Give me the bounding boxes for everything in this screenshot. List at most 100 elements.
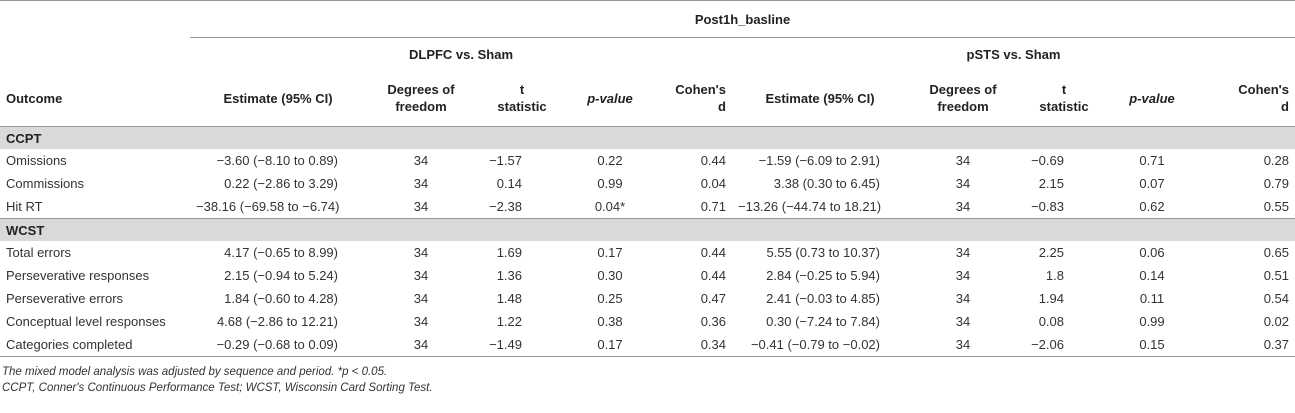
outcome-label: Conceptual level responses — [6, 314, 166, 329]
psts-df-header: Degrees of freedom — [929, 82, 997, 114]
psts-estimate: −13.26 (−44.74 to 18.21) — [738, 199, 882, 214]
psts-t: 2.15 — [1038, 176, 1064, 191]
dlpfc-df-header: Degrees of freedom — [387, 82, 455, 114]
dlpfc-estimate: 1.84 (−0.60 to 4.28) — [224, 291, 338, 306]
footnote-adjustment: The mixed model analysis was adjusted by… — [2, 366, 388, 378]
comparison-psts: pSTS vs. Sham — [732, 37, 1295, 70]
psts-p: 0.07 — [1139, 176, 1165, 191]
psts-t: −0.69 — [1031, 153, 1064, 168]
psts-p: 0.11 — [1139, 291, 1165, 306]
psts-df: 34 — [955, 199, 971, 214]
section-header-row: CCPT — [0, 126, 1295, 149]
psts-estimate: 3.38 (0.30 to 6.45) — [773, 176, 880, 191]
table-row: Perseverative errors 1.84 (−0.60 to 4.28)… — [0, 287, 1295, 310]
section-header-row: WCST — [0, 218, 1295, 241]
dlpfc-p: 0.38 — [597, 314, 623, 329]
psts-t: 1.8 — [1045, 268, 1064, 283]
psts-cohens-d: 0.51 — [1263, 268, 1289, 283]
table-row: Perseverative responses 2.15 (−0.94 to 5.… — [0, 264, 1295, 287]
psts-cohens-d: 0.79 — [1263, 176, 1289, 191]
psts-cohens-d: 0.37 — [1194, 333, 1295, 357]
psts-t: 2.25 — [1038, 245, 1064, 260]
psts-df: 34 — [955, 314, 971, 329]
psts-p-header: p-value — [1129, 90, 1175, 106]
psts-t: 0.08 — [1038, 314, 1064, 329]
table-row: Categories completed −0.29 (−0.68 to 0.09… — [0, 333, 1295, 357]
psts-estimate: 0.30 (−7.24 to 7.84) — [766, 314, 880, 329]
psts-t: 1.94 — [1038, 291, 1064, 306]
psts-df: 34 — [955, 291, 971, 306]
dlpfc-df: 34 — [413, 176, 429, 191]
dlpfc-p: 0.17 — [597, 245, 623, 260]
dlpfc-estimate: −0.29 (−0.68 to 0.09) — [190, 333, 366, 357]
outcome-label: Perseverative responses — [6, 268, 150, 283]
table-row: Omissions −3.60 (−8.10 to 0.89) 34 −1.57 0.2… — [0, 149, 1295, 172]
outcome-label: Perseverative errors — [6, 291, 124, 306]
psts-cohens-d: 0.54 — [1263, 291, 1289, 306]
results-table-container: Post1h_basline DLPFC vs. Sham pSTS vs. S… — [0, 0, 1295, 394]
psts-cohens-d: 0.02 — [1263, 314, 1289, 329]
psts-t: −0.83 — [1031, 199, 1064, 214]
psts-p: 0.06 — [1139, 245, 1165, 260]
dlpfc-estimate: 0.22 (−2.86 to 3.29) — [224, 176, 338, 191]
table-body: CCPT Omissions −3.60 (−8.10 to 0.89) 34 −1.5… — [0, 126, 1295, 357]
psts-p: 0.15 — [1110, 333, 1194, 357]
psts-cohens-d: 0.65 — [1263, 245, 1289, 260]
dlpfc-df: 34 — [413, 199, 429, 214]
dlpfc-p: 0.30 — [597, 268, 623, 283]
dlpfc-t: −1.57 — [489, 153, 522, 168]
psts-p: 0.62 — [1139, 199, 1165, 214]
table-row: Conceptual level responses 4.68 (−2.86 to… — [0, 310, 1295, 333]
outcome-label: Categories completed — [0, 333, 190, 357]
dlpfc-df: 34 — [413, 291, 429, 306]
psts-cohens-d: 0.28 — [1263, 153, 1289, 168]
outcome-label: Total errors — [6, 245, 72, 260]
dlpfc-estimate: 4.17 (−0.65 to 8.99) — [224, 245, 338, 260]
psts-estimate-header: Estimate (95% CI) — [765, 90, 875, 106]
outcome-header: Outcome — [6, 90, 63, 106]
dlpfc-p: 0.17 — [568, 333, 652, 357]
dlpfc-t: 1.36 — [496, 268, 522, 283]
outcome-label: Commissions — [6, 176, 85, 191]
dlpfc-estimate-header: Estimate (95% CI) — [223, 90, 333, 106]
psts-estimate: 2.41 (−0.03 to 4.85) — [766, 291, 880, 306]
dlpfc-cohens-d: 0.71 — [700, 199, 726, 214]
dlpfc-cohens-d: 0.04 — [700, 176, 726, 191]
psts-cohens-d: 0.55 — [1263, 199, 1289, 214]
dlpfc-estimate: 2.15 (−0.94 to 5.24) — [224, 268, 338, 283]
dlpfc-estimate: 4.68 (−2.86 to 12.21) — [216, 314, 338, 329]
psts-p: 0.71 — [1139, 153, 1165, 168]
dlpfc-p-header: p-value — [587, 90, 633, 106]
psts-cohens-d-header: Cohen's d — [1238, 82, 1289, 114]
footnote-abbreviations: CCPT, Conner's Continuous Performance Te… — [2, 382, 433, 394]
psts-estimate: 2.84 (−0.25 to 5.94) — [766, 268, 880, 283]
outcome-label: Omissions — [6, 153, 67, 168]
comparison-dlpfc: DLPFC vs. Sham — [190, 37, 732, 70]
dlpfc-t: 1.69 — [496, 245, 522, 260]
dlpfc-estimate: −38.16 (−69.58 to −6.74) — [196, 199, 340, 214]
psts-estimate: −0.41 (−0.79 to −0.02) — [732, 333, 908, 357]
dlpfc-df: 34 — [413, 268, 429, 283]
dlpfc-t: 0.14 — [496, 176, 522, 191]
psts-df: 34 — [955, 268, 971, 283]
dlpfc-p: 0.25 — [597, 291, 623, 306]
dlpfc-t: 1.48 — [496, 291, 522, 306]
psts-df: 34 — [955, 245, 971, 260]
dlpfc-p: 0.99 — [597, 176, 623, 191]
dlpfc-cohens-d: 0.44 — [700, 268, 726, 283]
dlpfc-cohens-d-header: Cohen's d — [675, 82, 726, 114]
dlpfc-cohens-d: 0.47 — [700, 291, 726, 306]
psts-t: −2.06 — [1018, 333, 1110, 357]
table-row: Hit RT −38.16 (−69.58 to −6.74) 34 −2.38 0.0… — [0, 195, 1295, 219]
dlpfc-cohens-d: 0.34 — [652, 333, 732, 357]
dlpfc-df: 34 — [413, 245, 429, 260]
dlpfc-t: −2.38 — [489, 199, 522, 214]
dlpfc-p: 0.04* — [594, 199, 626, 214]
results-table: Post1h_basline DLPFC vs. Sham pSTS vs. S… — [0, 0, 1295, 357]
psts-estimate: −1.59 (−6.09 to 2.91) — [758, 153, 880, 168]
dlpfc-t-header: t statistic — [497, 82, 547, 114]
dlpfc-df: 34 — [413, 314, 429, 329]
dlpfc-cohens-d: 0.36 — [700, 314, 726, 329]
psts-df: 34 — [955, 153, 971, 168]
psts-p: 0.14 — [1139, 268, 1165, 283]
